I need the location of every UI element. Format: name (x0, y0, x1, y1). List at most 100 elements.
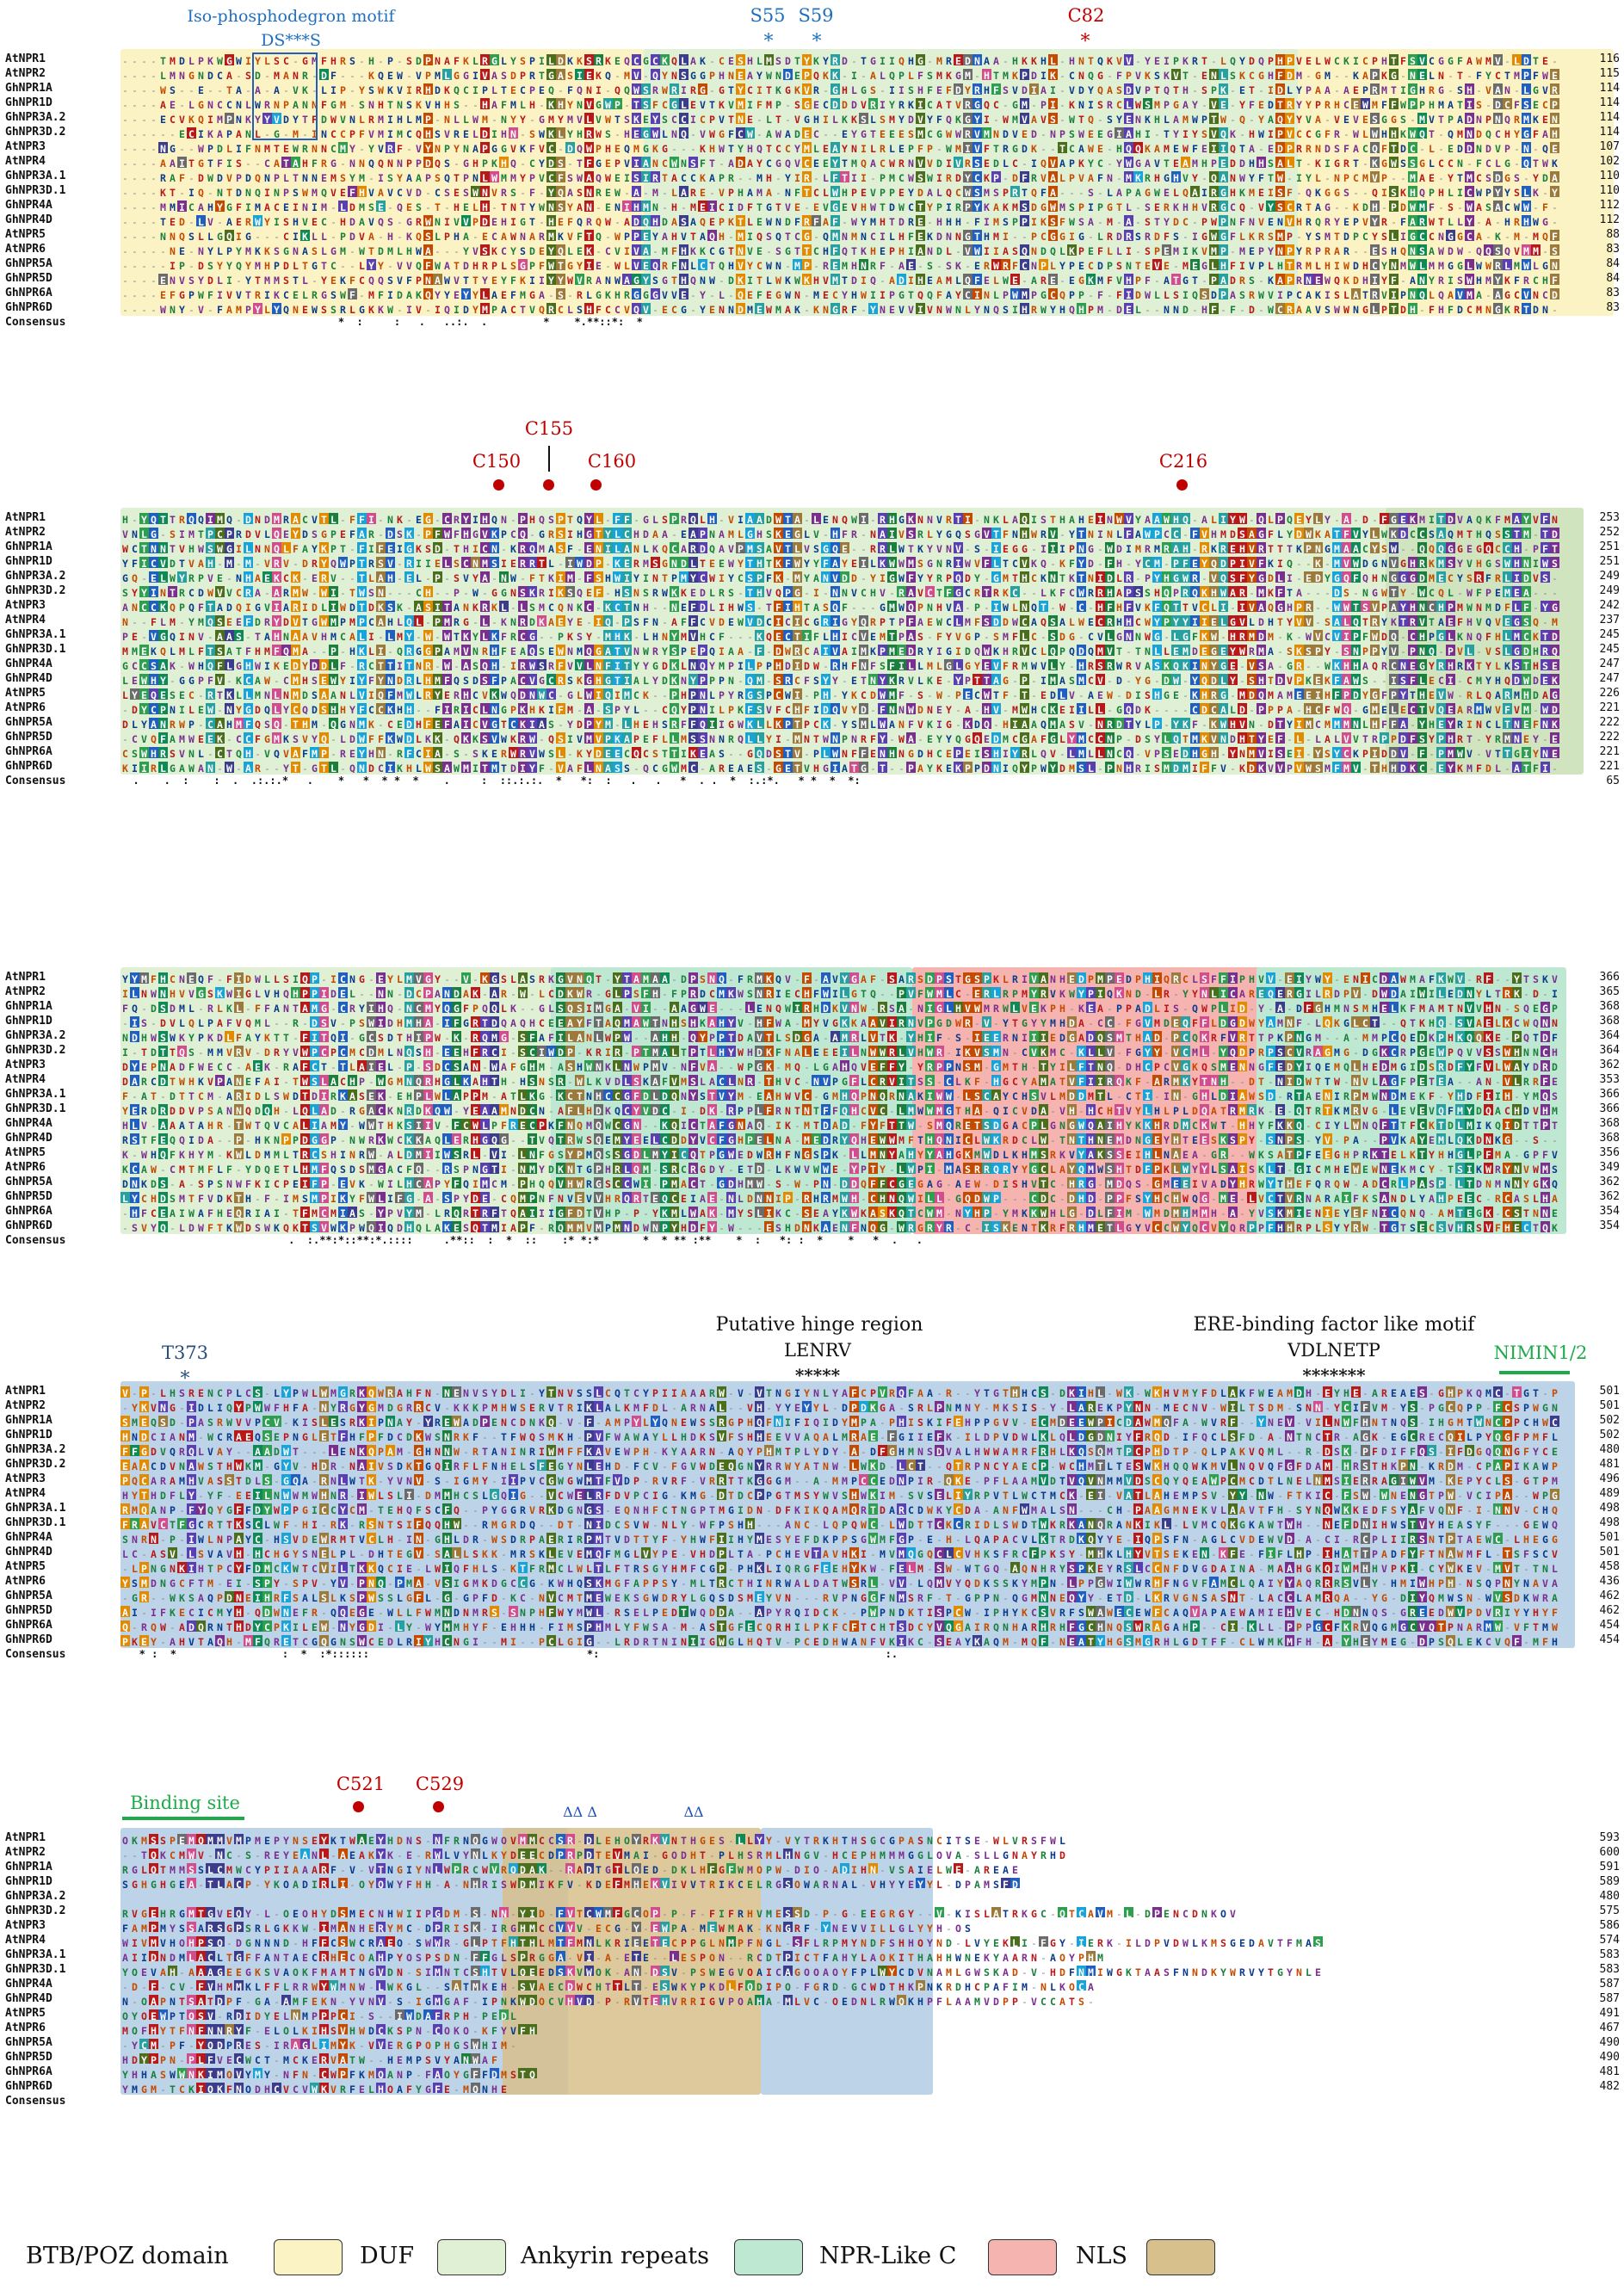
residue: L (1154, 289, 1160, 299)
residue: D (1022, 143, 1028, 153)
residue: R (870, 616, 876, 627)
residue: Y (1372, 231, 1378, 241)
residue: N (1124, 630, 1133, 641)
residue: H (1438, 304, 1444, 314)
residue: Y (520, 172, 526, 182)
residue: Q (1162, 586, 1171, 597)
residue: D (1550, 288, 1559, 299)
residue: W (1304, 528, 1313, 539)
residue: L (889, 143, 895, 153)
residue: D (416, 55, 422, 65)
residue: S (472, 660, 479, 670)
residue: L (991, 557, 1001, 568)
residue: V (946, 602, 952, 612)
residue: M (264, 143, 270, 153)
residue: - (965, 543, 971, 553)
residue: Y (255, 114, 261, 124)
residue: R (1238, 630, 1247, 641)
residue: G (501, 587, 507, 597)
residue: I (747, 231, 753, 241)
residue: C (501, 245, 507, 256)
residue: A (679, 186, 689, 197)
residue: N (936, 558, 942, 568)
residue: H (633, 528, 639, 539)
residue: F (603, 659, 613, 670)
residue: - (132, 514, 138, 524)
residue: H (793, 601, 802, 612)
residue: Q (1275, 113, 1285, 124)
residue: T (766, 84, 772, 95)
residue: R (984, 260, 990, 270)
residue: N (416, 660, 422, 670)
residue: I (433, 601, 442, 612)
residue: - (179, 616, 185, 627)
residue: C (1182, 216, 1189, 226)
residue: N (349, 114, 355, 124)
residue: R (1209, 186, 1219, 197)
residue: Q (206, 615, 215, 627)
residue: R (802, 171, 812, 182)
residue: A (1275, 274, 1285, 285)
residue: P (1031, 289, 1037, 299)
residue: - (1438, 201, 1444, 212)
residue: Y (349, 704, 355, 714)
residue: Y (367, 259, 376, 270)
residue: M (755, 674, 764, 685)
residue: - (880, 84, 886, 95)
residue: E (936, 675, 942, 685)
residue: - (1296, 572, 1302, 583)
residue: I (1040, 543, 1047, 553)
residue: T (1389, 54, 1399, 65)
residue: Q (170, 602, 176, 612)
residue: F (1258, 172, 1264, 182)
residue: E (319, 674, 329, 685)
residue: Q (1164, 84, 1170, 95)
residue: V (264, 602, 270, 612)
residue: - (1059, 275, 1065, 285)
residue: E (1417, 69, 1427, 80)
residue: K (577, 602, 583, 612)
residue: - (378, 631, 384, 641)
residue: - (1325, 558, 1331, 568)
residue: K (1353, 70, 1359, 80)
residue: N (435, 55, 441, 65)
residue: M (1257, 645, 1266, 656)
residue: H (1228, 630, 1238, 641)
residue: A (149, 718, 158, 729)
residue: S (641, 83, 651, 95)
residue: C (671, 114, 677, 124)
residue: H (480, 201, 490, 212)
residue: T (908, 289, 914, 299)
residue: H (707, 513, 717, 524)
residue: Y (804, 572, 810, 583)
residue: C (870, 231, 876, 241)
residue: W (1088, 143, 1094, 153)
residue: - (444, 543, 450, 553)
residue: R (898, 675, 905, 685)
residue: A (632, 186, 641, 197)
residue: I (1040, 70, 1047, 80)
residue: S (1476, 99, 1482, 109)
residue: M (1012, 114, 1018, 124)
residue: G (1457, 260, 1463, 270)
residue: I (1124, 288, 1133, 299)
residue: V (1247, 557, 1257, 568)
residue: A (274, 84, 280, 95)
residue: I (217, 289, 223, 299)
residue: P (340, 84, 346, 95)
residue: G (643, 289, 649, 299)
residue: N (302, 201, 308, 212)
residue: - (671, 528, 677, 539)
residue: - (1230, 114, 1236, 124)
residue: Q (1257, 688, 1266, 700)
residue: W (1408, 201, 1417, 212)
residue: P (1351, 630, 1361, 641)
residue: L (472, 55, 479, 65)
residue: L (321, 231, 327, 241)
residue: M (510, 99, 516, 109)
residue: I (406, 84, 412, 95)
residue: - (349, 660, 355, 670)
residue: G (652, 660, 658, 670)
residue: T (1078, 114, 1084, 124)
residue: E (1370, 244, 1380, 256)
